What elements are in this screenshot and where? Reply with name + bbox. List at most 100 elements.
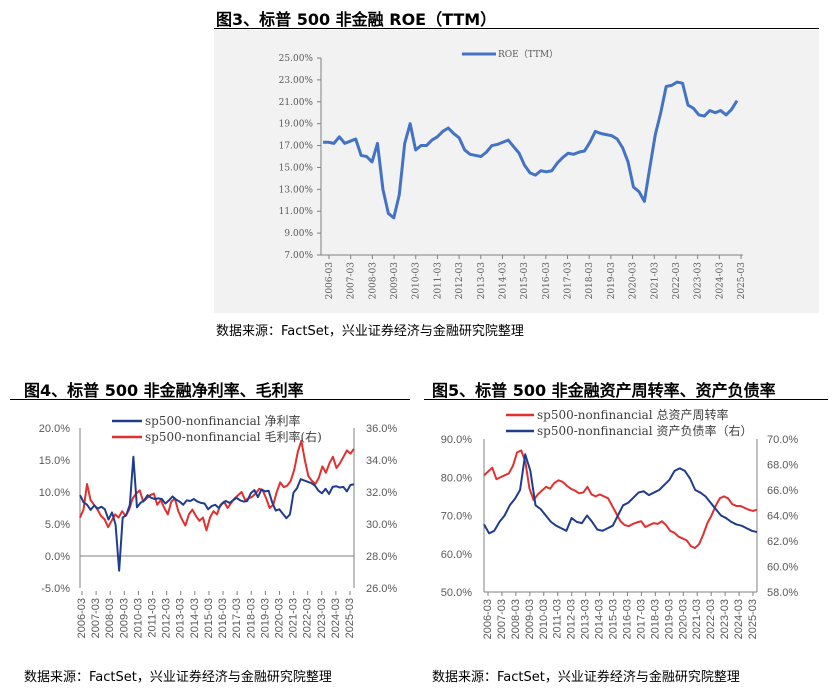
y-tick-label: 20.0%	[39, 423, 70, 435]
x-tick-label: 2008-03	[368, 262, 378, 300]
x-tick-label: 2014-03	[189, 598, 201, 638]
x-tick-label: 2009-03	[390, 262, 400, 300]
y-tick-label: 50.0%	[441, 587, 472, 599]
x-tick-label: 2017-03	[635, 599, 647, 639]
x-tick-label: 2024-03	[715, 262, 725, 300]
figure3-title: 图3、标普 500 非金融 ROE（TTM）	[216, 10, 497, 29]
x-tick-label: 2018-03	[585, 262, 595, 300]
x-tick-label: 2006-03	[482, 599, 494, 639]
x-tick-label: 2013-03	[580, 599, 592, 639]
turnover-leverage-chart: 90.0% 80.0% 70.0% 60.0% 50.0% 70.0% 68.0% 66.0%…	[441, 407, 799, 639]
x-tick-label: 2019-03	[663, 599, 675, 639]
x-tick-label: 2006-03	[325, 262, 335, 300]
legend-label-gross-margin: sp500-nonfinancial 毛利率(右)	[145, 429, 322, 444]
y2-tick-label: 34.0%	[366, 455, 397, 467]
x-tick-label: 2009-03	[524, 599, 536, 639]
legend-label-debt-ratio: sp500-nonfinancial 资产负债率（右）	[537, 423, 752, 438]
x-tick-label: 2011-03	[433, 262, 443, 300]
x-tick-label: 2014-03	[498, 262, 508, 300]
x-tick-label: 2010-03	[412, 262, 422, 300]
x-tick-label: 2012-03	[161, 598, 173, 638]
x-tick-label: 2020-03	[273, 598, 285, 638]
x-tick-label: 2011-03	[552, 599, 564, 639]
y2-tick-label: 66.0%	[767, 485, 798, 497]
y-tick-label: 11.00%	[279, 207, 314, 217]
y-tick-label: 23.00%	[279, 76, 314, 86]
figure3-source: 数据来源：FactSet，兴业证券经济与金融研究院整理	[216, 324, 524, 339]
x-tick-label: 2019-03	[607, 262, 617, 300]
figure5-title-rule	[424, 399, 828, 400]
y-tick-label: 9.00%	[284, 229, 313, 239]
y-tick-label: 80.0%	[441, 472, 472, 484]
x-tick-label: 2025-03	[747, 599, 759, 639]
y-tick-label: 90.0%	[441, 434, 472, 446]
x-tick-label: 2015-03	[203, 598, 215, 638]
x-tick-label: 2010-03	[132, 598, 144, 638]
x-tick-label: 2016-03	[217, 598, 229, 638]
y2-tick-label: 32.0%	[366, 487, 397, 499]
x-tick-label: 2022-03	[705, 599, 717, 639]
y2-tick-label: 70.0%	[767, 434, 798, 446]
y-tick-label: 5.0%	[45, 519, 70, 531]
x-tick-label: 2018-03	[245, 598, 257, 638]
figure3-title-rule	[214, 28, 819, 29]
y-tick-label: 60.0%	[441, 549, 472, 561]
x-tick-label: 2024-03	[330, 598, 342, 638]
y2-tick-label: 62.0%	[767, 536, 798, 548]
x-tick-label: 2023-03	[316, 598, 328, 638]
x-tick-label: 2023-03	[694, 262, 704, 300]
x-tick-label: 2011-03	[147, 598, 159, 638]
y2-tick-label: 36.0%	[366, 423, 397, 435]
x-tick-label: 2017-03	[564, 262, 574, 300]
x-tick-label: 2007-03	[347, 262, 357, 300]
figure4-title-rule	[10, 399, 410, 400]
roe-chart: 25.00% 23.00% 21.00% 19.00% 17.00% 15.00% 13.0…	[279, 49, 747, 300]
x-tick-label: 2009-03	[118, 598, 130, 638]
y-tick-label: 25.00%	[279, 54, 314, 64]
roe-series-line	[323, 80, 739, 220]
debt-ratio-series-line	[483, 453, 758, 535]
y-tick-label: 19.00%	[279, 120, 314, 130]
y-tick-label: 21.00%	[279, 98, 314, 108]
x-tick-label: 2014-03	[594, 599, 606, 639]
legend-label-net-margin: sp500-nonfinancial 净利率	[145, 413, 300, 428]
y2-tick-label: 64.0%	[767, 511, 798, 523]
x-tick-label: 2022-03	[302, 598, 314, 638]
x-tick-label: 2016-03	[621, 599, 633, 639]
x-tick-label: 2007-03	[496, 599, 508, 639]
asset-turnover-series-line	[483, 449, 758, 550]
x-tick-label: 2007-03	[90, 598, 102, 638]
y-tick-label: 15.00%	[279, 163, 314, 173]
figure4-title: 图4、标普 500 非金融净利率、毛利率	[24, 381, 304, 400]
y2-tick-label: 60.0%	[767, 562, 798, 574]
y2-tick-label: 58.0%	[767, 587, 798, 599]
x-tick-label: 2025-03	[737, 262, 747, 300]
net-margin-series-line	[79, 455, 355, 572]
y-tick-label: 17.00%	[279, 142, 314, 152]
y-tick-label: 10.0%	[39, 487, 70, 499]
y-tick-label: 0.0%	[45, 551, 70, 563]
x-tick-label: 2024-03	[733, 599, 745, 639]
figure4-source: 数据来源：FactSet，兴业证券经济与金融研究院整理	[24, 670, 332, 685]
x-tick-label: 2025-03	[344, 598, 356, 638]
x-tick-label: 2020-03	[629, 262, 639, 300]
x-tick-label: 2012-03	[455, 262, 465, 300]
y2-tick-label: 68.0%	[767, 460, 798, 472]
figure5-source: 数据来源：FactSet，兴业证券经济与金融研究院整理	[432, 670, 740, 685]
y-tick-label: 15.0%	[39, 455, 70, 467]
y-tick-label: 70.0%	[441, 511, 472, 523]
margin-chart: 20.0% 15.0% 10.0% 5.0% 0.0% -5.0% 36.0% 34.0% 32…	[39, 413, 398, 638]
x-tick-label: 2015-03	[608, 599, 620, 639]
figure3-plot-background	[214, 30, 819, 313]
y2-tick-label: 30.0%	[366, 519, 397, 531]
y2-tick-label: 28.0%	[366, 551, 397, 563]
x-tick-label: 2017-03	[231, 598, 243, 638]
legend-label-asset-turnover: sp500-nonfinancial 总资产周转率	[537, 407, 728, 422]
figure4-plot-background	[10, 401, 410, 658]
x-tick-label: 2023-03	[719, 599, 731, 639]
x-tick-label: 2012-03	[566, 599, 578, 639]
gross-margin-series-line	[79, 439, 355, 532]
y2-tick-label: 26.0%	[366, 583, 397, 595]
x-tick-label: 2021-03	[691, 599, 703, 639]
x-tick-label: 2016-03	[542, 262, 552, 300]
